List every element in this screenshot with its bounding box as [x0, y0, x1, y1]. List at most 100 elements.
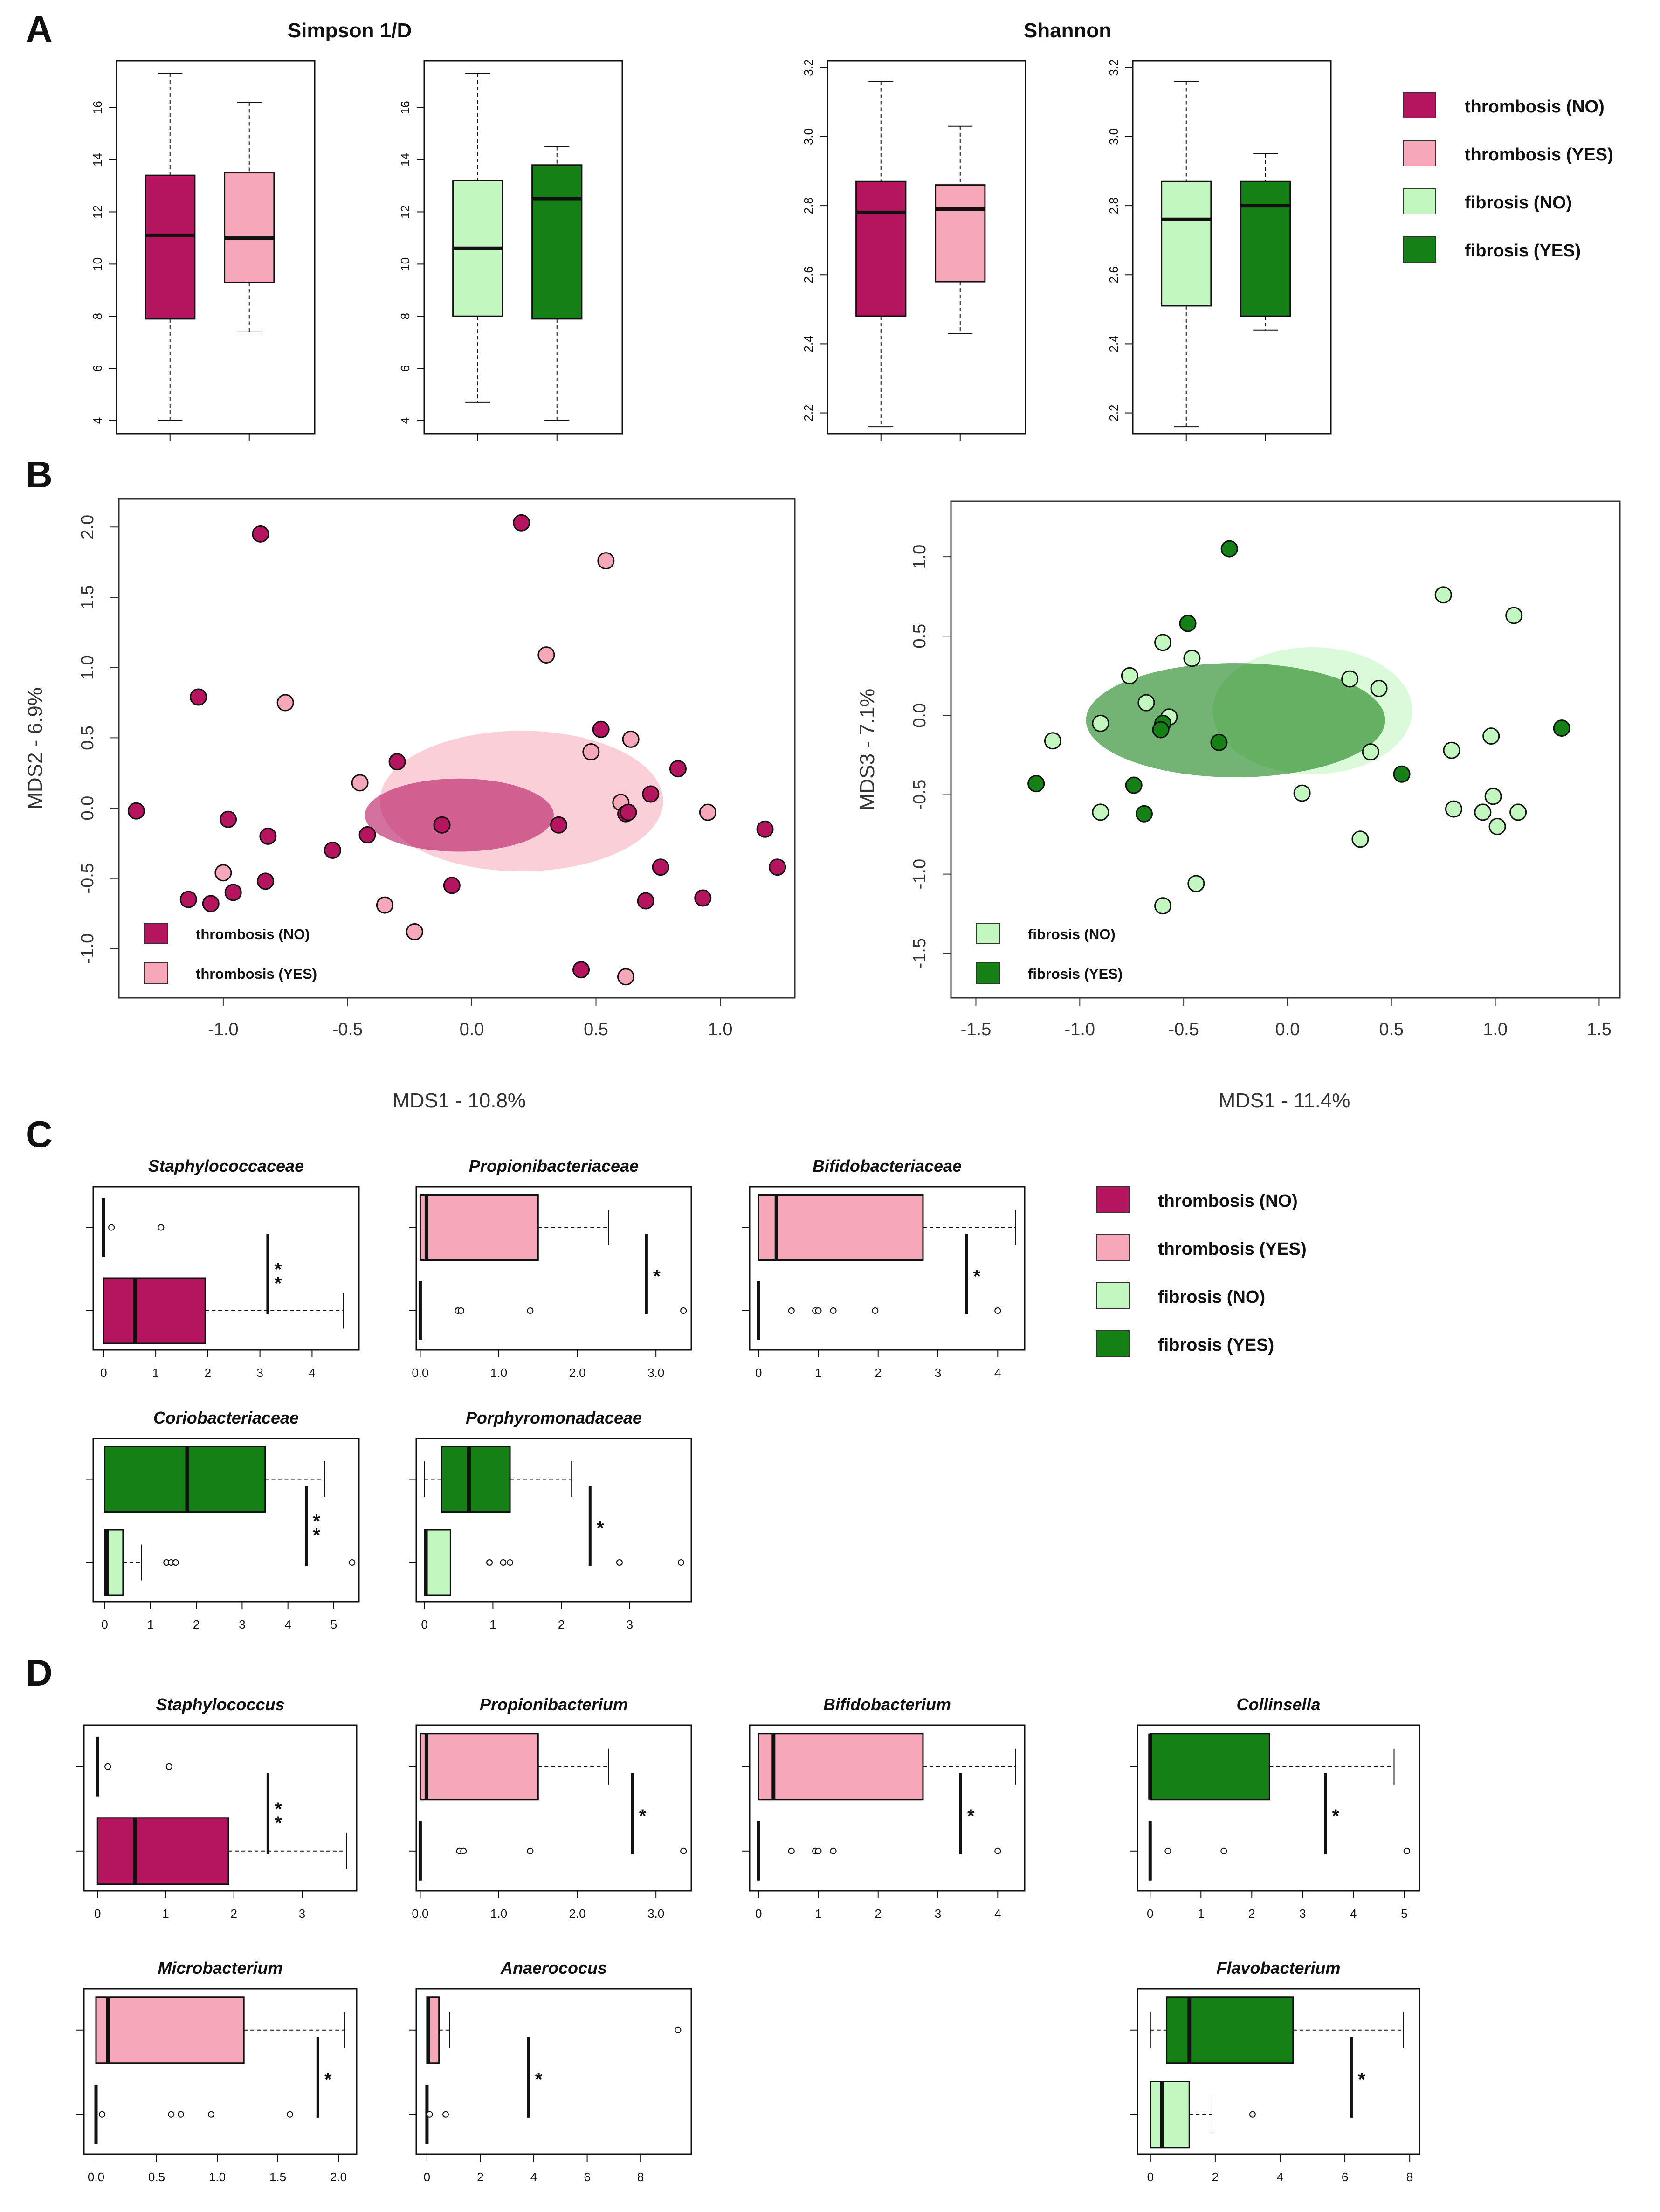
- ellipse-fibrosis_yes: [1086, 663, 1385, 778]
- box-thrombosis_yes: [935, 184, 986, 283]
- x-tick-label: 0.5: [584, 1020, 608, 1039]
- y-tick-label: 1.0: [910, 545, 930, 569]
- scatter-point: [1445, 800, 1462, 818]
- alpha-title: Simpson 1/D: [288, 19, 412, 42]
- y-tick-label: 2.8: [801, 197, 815, 214]
- x-tick-label: 6: [584, 2170, 590, 2184]
- x-tick-label: 2: [558, 1618, 565, 1631]
- box-fibrosis_yes: [1166, 1996, 1294, 2064]
- chart-title: Staphylococcaceae: [148, 1156, 304, 1175]
- x-tick-label: 1: [1198, 1907, 1204, 1921]
- plot-frame: [415, 1438, 692, 1603]
- x-tick-label: 1: [489, 1618, 496, 1631]
- box-fibrosis_yes: [1240, 180, 1291, 317]
- x-tick-label: -0.5: [332, 1020, 363, 1039]
- x-tick-label: 0: [1147, 1907, 1153, 1921]
- plot-frame: [749, 1186, 1026, 1351]
- scatter-point: [1125, 776, 1143, 794]
- x-tick-label: -1.5: [961, 1020, 991, 1039]
- x-tick-label: 3: [256, 1366, 263, 1380]
- legend-label: thrombosis (NO): [196, 926, 310, 942]
- legend-swatch: [1096, 1186, 1130, 1213]
- legend-swatch: [1403, 92, 1436, 118]
- legend-swatch: [1096, 1282, 1130, 1309]
- scatter-point: [550, 816, 568, 834]
- plot-frame: [1137, 1988, 1420, 2155]
- y-tick-label: 2.2: [1107, 404, 1121, 421]
- y-tick-label: 16: [398, 101, 412, 114]
- x-tick-label: 3: [299, 1907, 305, 1921]
- box-fibrosis_yes: [104, 1446, 266, 1513]
- scatter-point: [1341, 670, 1359, 688]
- scatter-point: [513, 514, 530, 532]
- legend-label: fibrosis (NO): [1465, 193, 1572, 213]
- x-tick-label: 4: [994, 1907, 1001, 1921]
- legend-swatch: [976, 962, 1000, 984]
- y-tick-label: 2.6: [801, 266, 815, 283]
- scatter-point: [1044, 732, 1061, 750]
- y-tick-label: 16: [90, 101, 104, 114]
- scatter-point: [376, 896, 393, 914]
- outlier-point: [527, 1307, 534, 1314]
- x-tick-label: -1.0: [1065, 1020, 1095, 1039]
- y-tick-label: 10: [398, 257, 412, 271]
- outlier-point: [1403, 1847, 1410, 1854]
- scatter-point: [276, 694, 294, 712]
- x-tick-label: 3.0: [647, 1366, 664, 1380]
- x-tick-label: 3: [935, 1907, 941, 1921]
- scatter-point: [652, 858, 669, 876]
- scatter-point: [358, 826, 376, 843]
- outlier-point: [788, 1307, 795, 1314]
- x-tick-label: 0.0: [412, 1907, 428, 1921]
- legend-label: thrombosis (YES): [1465, 145, 1613, 165]
- x-tick-label: 1.0: [1483, 1020, 1508, 1039]
- outlier-point: [680, 1307, 687, 1314]
- y-tick-label: 2.4: [1107, 335, 1121, 352]
- x-tick-label: 1: [815, 1366, 821, 1380]
- y-tick-label: 3.2: [1107, 59, 1121, 76]
- y-tick-label: -1.5: [910, 938, 930, 968]
- outlier-point: [677, 1559, 684, 1566]
- x-tick-label: 2.0: [330, 2170, 347, 2184]
- scatter-point: [1351, 830, 1369, 848]
- y-tick-label: 8: [398, 313, 412, 319]
- plot-frame: [415, 1186, 692, 1351]
- scatter-point: [597, 552, 615, 570]
- plot-frame: [116, 60, 316, 435]
- x-tick-label: 4: [994, 1366, 1001, 1380]
- scatter-point: [1121, 667, 1138, 684]
- x-tick-label: 4: [284, 1618, 291, 1631]
- x-tick-label: 2: [231, 1907, 237, 1921]
- x-tick-label: 0: [421, 1618, 427, 1631]
- outlier-point: [1249, 2111, 1256, 2118]
- outlier-point: [616, 1559, 623, 1566]
- scatter-point: [537, 646, 555, 664]
- plot-frame: [423, 60, 623, 435]
- x-tick-label: 0: [755, 1907, 762, 1921]
- box-thrombosis_yes: [419, 1194, 539, 1261]
- scatter-point: [617, 968, 634, 986]
- scatter-point: [769, 858, 786, 876]
- scatter-point: [179, 891, 197, 908]
- x-tick-label: 4: [1350, 1907, 1357, 1921]
- x-tick-label: 2: [875, 1907, 882, 1921]
- x-tick-label: 4: [530, 2170, 537, 2184]
- x-tick-label: 2: [875, 1366, 882, 1380]
- y-tick-label: -0.5: [78, 863, 97, 893]
- plot-frame: [749, 1724, 1026, 1892]
- outlier-point: [458, 1307, 465, 1314]
- x-tick-label: 0.5: [1379, 1020, 1404, 1039]
- scatter-point: [1293, 784, 1311, 802]
- box-thrombosis_no: [103, 1277, 206, 1344]
- x-tick-label: 2: [193, 1618, 200, 1631]
- scatter-point: [582, 743, 600, 761]
- plot-frame: [92, 1186, 360, 1351]
- x-tick-label: 4: [1277, 2170, 1283, 2184]
- y-tick-label: 4: [398, 417, 412, 424]
- legend-label: thrombosis (YES): [196, 966, 317, 982]
- plot-frame: [415, 1988, 692, 2155]
- ellipse-thrombosis_no: [365, 778, 554, 852]
- legend-label: thrombosis (NO): [1158, 1191, 1298, 1211]
- box-fibrosis_yes: [1149, 1733, 1270, 1801]
